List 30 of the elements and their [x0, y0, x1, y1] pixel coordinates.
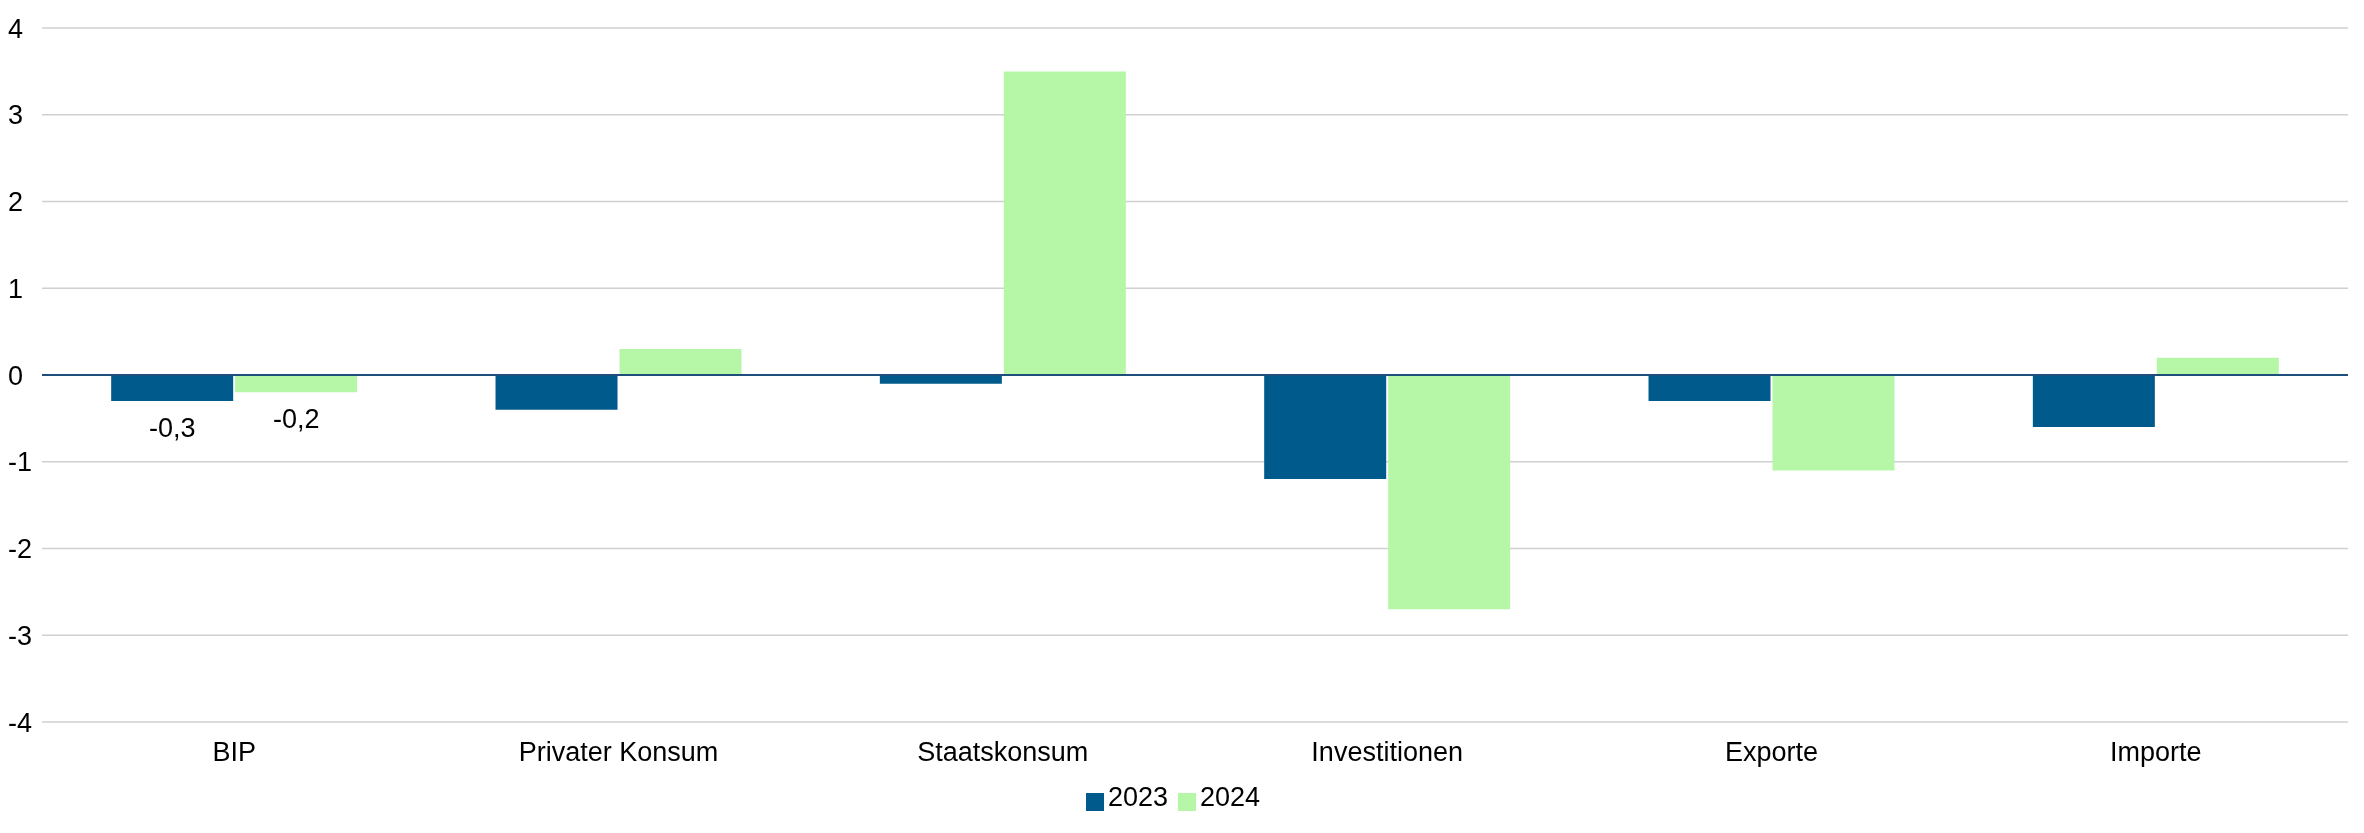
bar [1648, 375, 1771, 402]
x-tick-label: Staatskonsum [917, 737, 1089, 768]
bar [235, 375, 358, 393]
y-tick-label: 3 [8, 100, 24, 131]
y-tick-label: 1 [8, 273, 24, 304]
bar [619, 348, 742, 375]
y-tick-label: -4 [8, 707, 33, 738]
data-label: -0,3 [148, 413, 196, 444]
y-tick-label: 2 [8, 187, 24, 218]
legend-label: 2023 [1107, 782, 1168, 812]
y-tick-label: -2 [8, 534, 33, 565]
y-tick-label: -1 [8, 447, 33, 478]
bar [2032, 375, 2155, 428]
bar [1388, 375, 1511, 610]
x-tick-label: Privater Konsum [518, 737, 719, 768]
bar [1772, 375, 1895, 471]
x-tick-label: Importe [2110, 737, 2202, 768]
legend-label: 2024 [1200, 782, 1261, 812]
x-tick-label: Investitionen [1311, 737, 1463, 768]
bar [1264, 375, 1387, 480]
bar [111, 375, 234, 402]
x-tick-label: Exporte [1724, 737, 1819, 768]
y-tick-label: -3 [8, 620, 33, 651]
y-tick-label: 0 [8, 360, 24, 391]
bar [1003, 71, 1126, 375]
y-tick-label: 4 [8, 13, 24, 44]
bar [495, 375, 618, 410]
x-tick-label: BIP [212, 737, 256, 768]
bar [2156, 357, 2279, 375]
data-label: -0,2 [272, 404, 320, 435]
